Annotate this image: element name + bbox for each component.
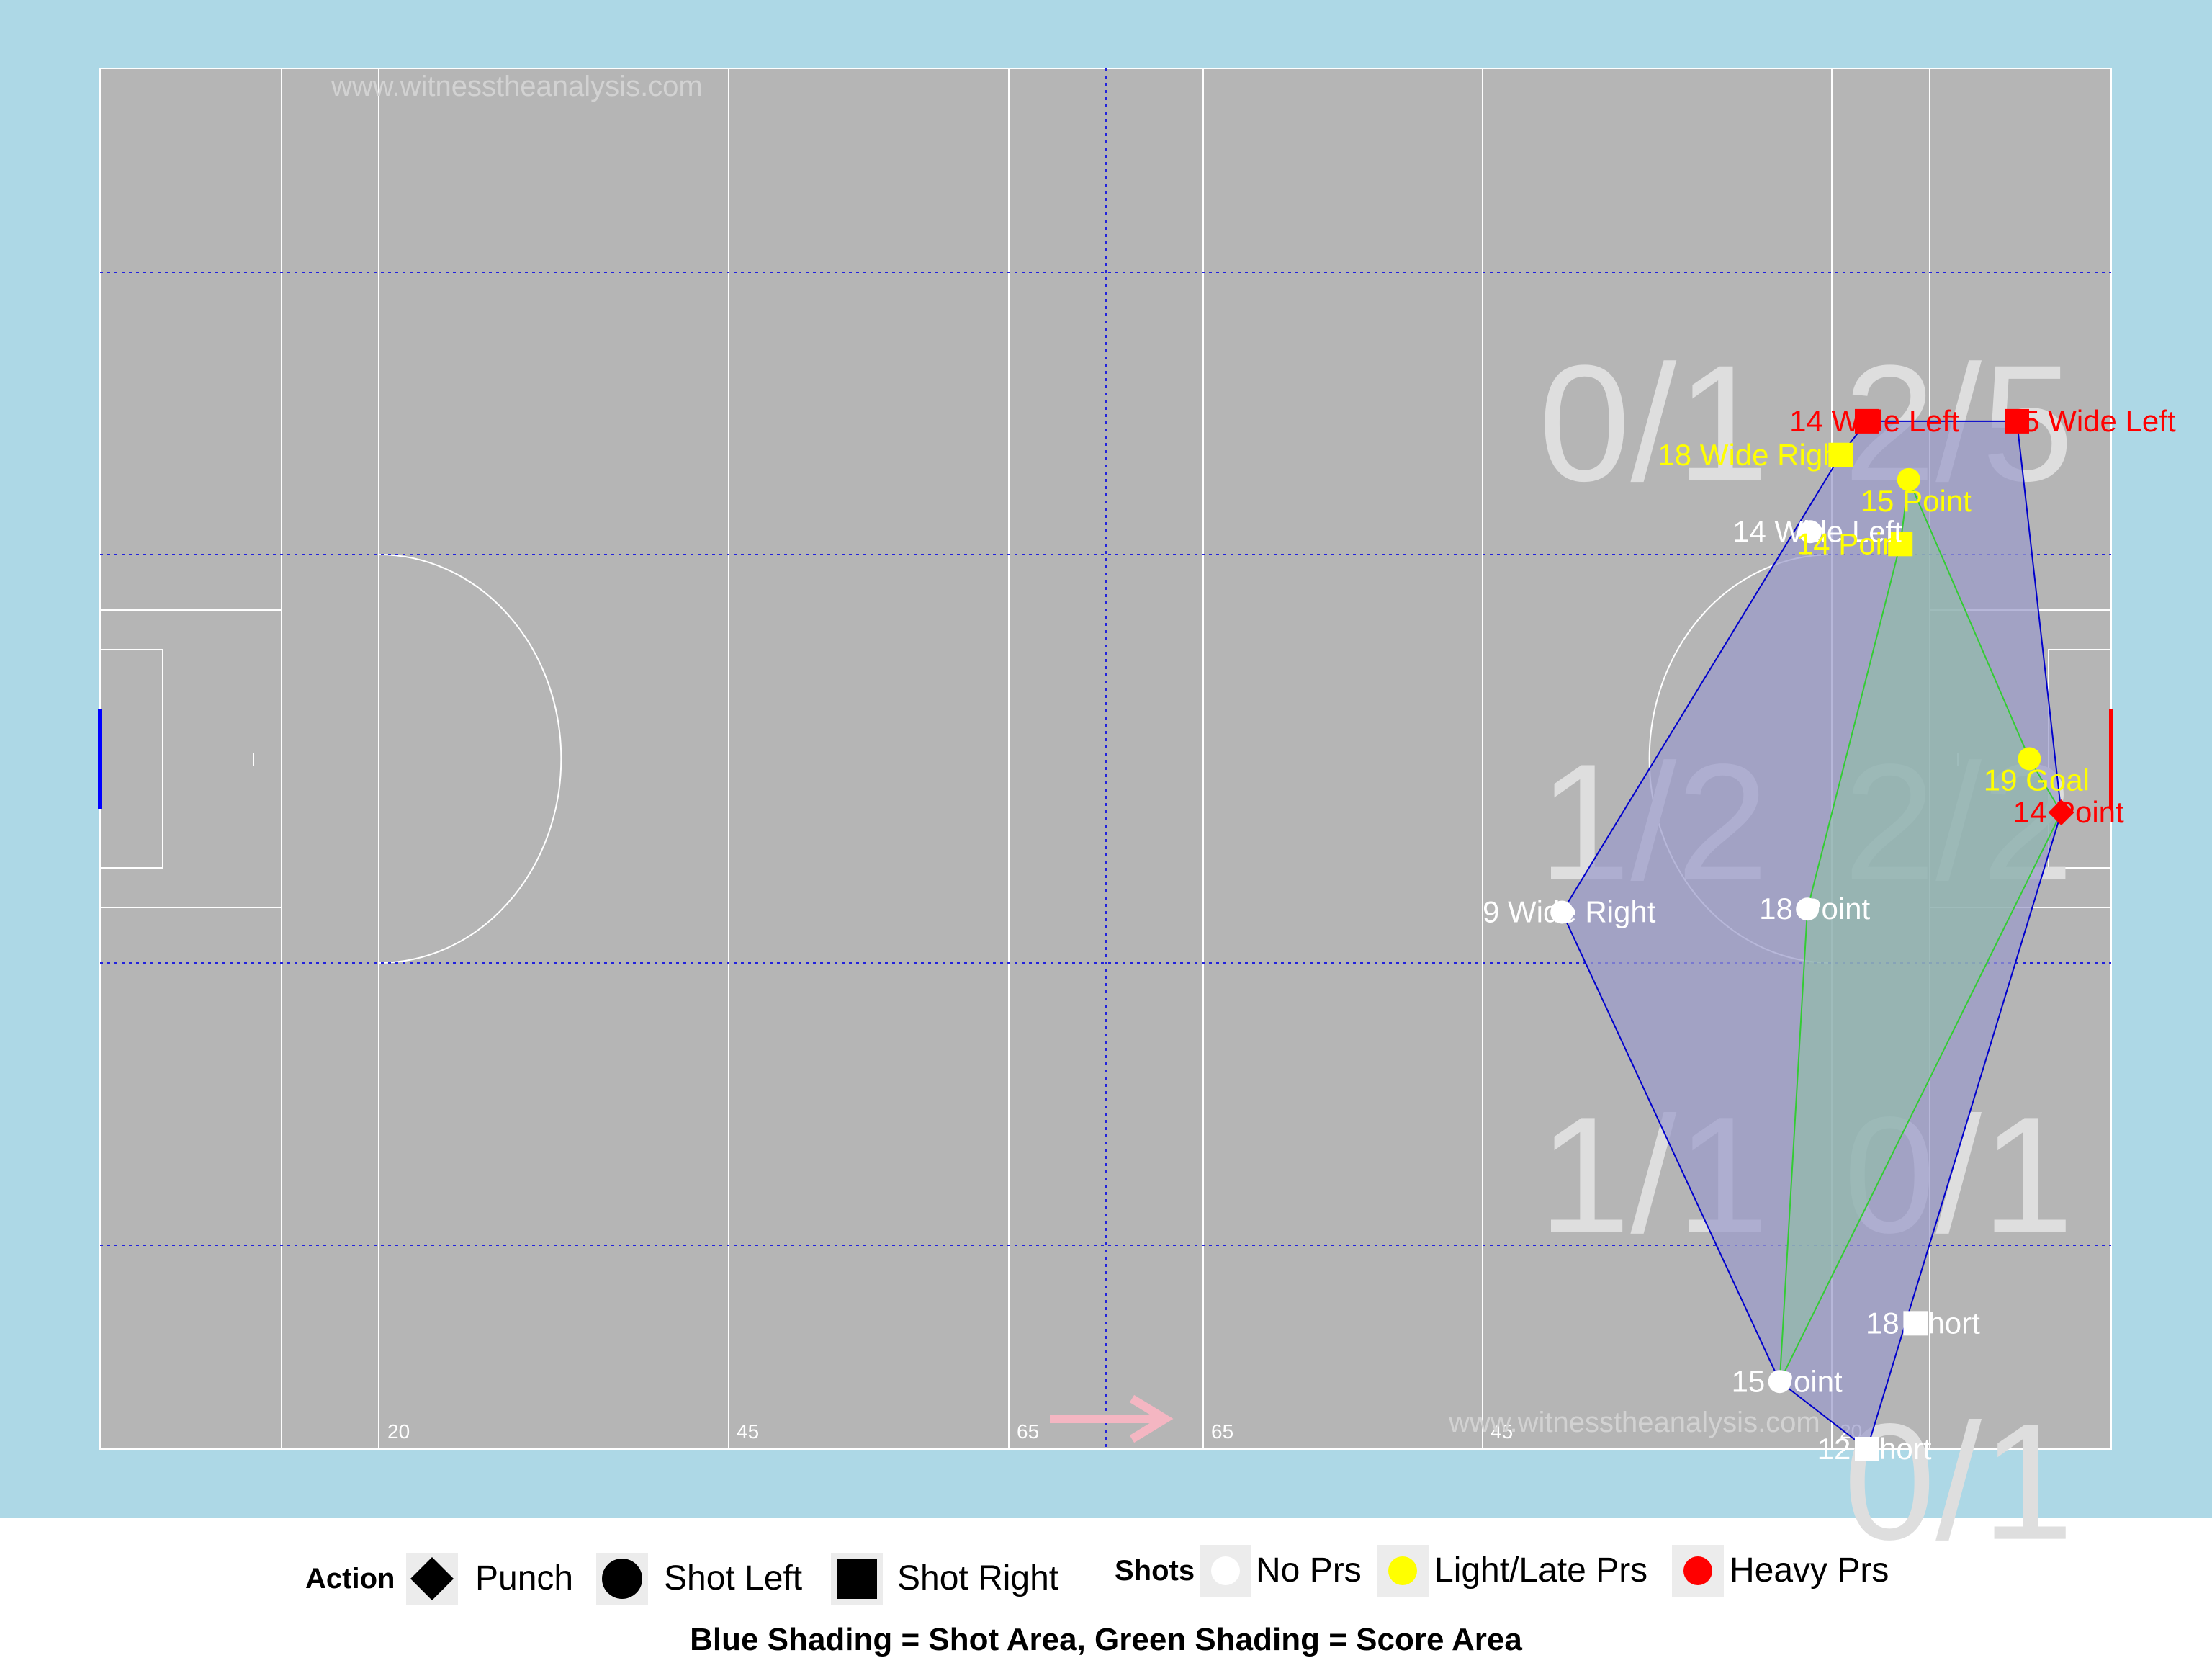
legend-shots-label: Light/Late Prs bbox=[1434, 1551, 1647, 1590]
shot-marker bbox=[1903, 1311, 1928, 1336]
legend-shots-label: Heavy Prs bbox=[1730, 1551, 1889, 1590]
shot-label: 5 Wide Left bbox=[2023, 404, 2176, 438]
shot-label: 14 Wide Left bbox=[1732, 514, 1902, 548]
shot-label: 18 Point bbox=[1759, 892, 1870, 925]
legend-action-label: Shot Left bbox=[664, 1559, 802, 1597]
distance-label: 45 bbox=[737, 1420, 759, 1443]
square-icon bbox=[837, 1559, 877, 1599]
legend-action-label: Shot Right bbox=[897, 1559, 1058, 1597]
zone-score-label: 0/1 bbox=[1538, 331, 1768, 516]
shot-label: 9 Wide Right bbox=[1483, 895, 1656, 929]
legend-no-pressure-swatch bbox=[1211, 1556, 1240, 1585]
shot-marker bbox=[1828, 442, 1853, 467]
shot-label: 14 Wide Left bbox=[1789, 404, 1959, 438]
diamond-icon bbox=[410, 1557, 454, 1600]
circle-icon bbox=[602, 1559, 642, 1599]
shot-marker bbox=[2005, 408, 2030, 434]
distance-label: 65 bbox=[1211, 1420, 1233, 1443]
shot-marker bbox=[1796, 897, 1820, 921]
shot-label: 18 Wide Right bbox=[1658, 438, 1848, 472]
shot-label: 12 Short bbox=[1817, 1432, 1932, 1466]
legend-background bbox=[0, 1518, 2212, 1659]
shot-marker bbox=[1550, 900, 1574, 924]
shot-marker bbox=[1854, 1437, 1879, 1461]
legend-shots-title: Shots bbox=[1115, 1555, 1195, 1587]
watermark: www.witnesstheanalysis.com bbox=[331, 71, 703, 102]
shot-marker bbox=[1888, 532, 1913, 557]
legend-heavy-pressure-swatch bbox=[1683, 1556, 1712, 1585]
shot-label: 15 Point bbox=[1861, 484, 1972, 518]
shot-marker bbox=[1897, 467, 1920, 491]
shot-marker bbox=[1768, 1370, 1791, 1394]
shot-label: 14 Point bbox=[1797, 526, 1907, 560]
legend-action-title: Action bbox=[305, 1563, 395, 1595]
distance-label: 20 bbox=[387, 1420, 410, 1443]
footer-caption: Blue Shading = Shot Area, Green Shading … bbox=[690, 1622, 1522, 1657]
zone-score-label: 0/1 bbox=[1843, 1389, 2074, 1574]
shot-markers bbox=[1550, 408, 2074, 1461]
shot-marker bbox=[1799, 520, 1822, 544]
distance-label: 65 bbox=[1017, 1420, 1039, 1443]
distance-label: 45 bbox=[1491, 1420, 1513, 1443]
arc-left bbox=[378, 554, 562, 964]
shot-marker bbox=[1854, 408, 1879, 434]
shot-label: 18 Short bbox=[1866, 1306, 1980, 1340]
legend: Action Punch Shot Left Shot Right Shots … bbox=[305, 1545, 1889, 1605]
legend-shots-label: No Prs bbox=[1256, 1551, 1362, 1590]
shot-label: 15 Point bbox=[1732, 1364, 1843, 1398]
shot-marker bbox=[2018, 747, 2041, 771]
shot-label: 14 Point bbox=[2013, 795, 2124, 829]
legend-action-label: Punch bbox=[475, 1559, 573, 1597]
attack-direction-arrow-icon bbox=[1050, 1394, 1174, 1443]
legend-light-pressure-swatch bbox=[1388, 1556, 1417, 1585]
watermark: www.witnesstheanalysis.com bbox=[1448, 1407, 1820, 1438]
shot-labels: 14 Wide Left 5 Wide Left 18 Wide Right 15 P… bbox=[1483, 404, 2176, 1466]
pitch-lines bbox=[99, 68, 2112, 1450]
shot-marker bbox=[2048, 799, 2074, 826]
shot-label: 19 Goal bbox=[1984, 763, 2090, 797]
